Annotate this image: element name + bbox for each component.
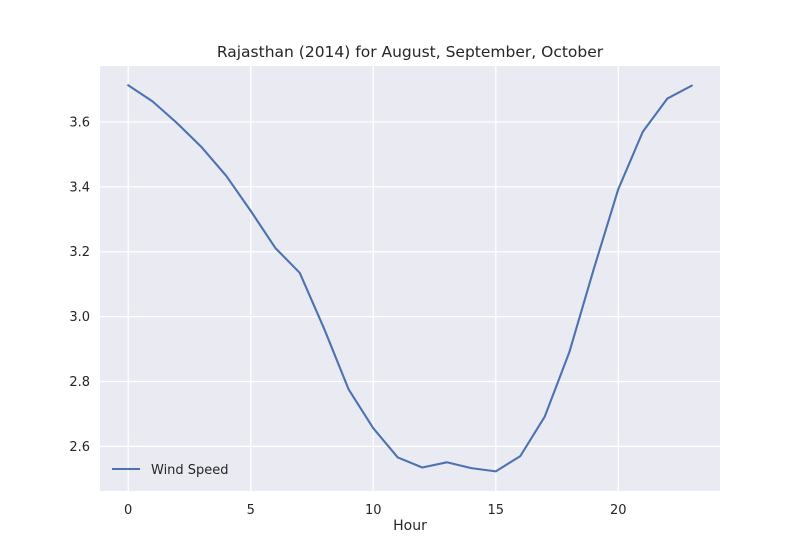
y-tick-label: 2.8: [69, 375, 90, 390]
x-tick-label: 0: [124, 503, 132, 518]
y-axis-ticks: 2.6 2.8 3.0 3.2 3.4 3.6: [69, 115, 90, 454]
x-tick-label: 15: [487, 503, 504, 518]
x-axis-ticks: 0 5 10 15 20: [124, 503, 627, 518]
x-tick-label: 20: [610, 503, 627, 518]
chart-title: Rajasthan (2014) for August, September, …: [217, 43, 604, 61]
x-tick-label: 10: [365, 503, 382, 518]
plot-area: [100, 66, 720, 491]
legend: Wind Speed: [112, 463, 229, 478]
series-layer: [127, 84, 693, 473]
series-line-wind-speed: [127, 84, 693, 473]
y-tick-label: 3.4: [69, 180, 90, 195]
x-axis-title: Hour: [393, 518, 427, 534]
y-tick-label: 3.0: [69, 310, 90, 325]
x-tick-label: 5: [247, 503, 255, 518]
y-tick-label: 2.6: [69, 440, 90, 455]
legend-label: Wind Speed: [151, 463, 229, 478]
y-tick-label: 3.6: [69, 115, 90, 130]
y-tick-label: 3.2: [69, 245, 90, 260]
grid-lines: [100, 66, 720, 491]
